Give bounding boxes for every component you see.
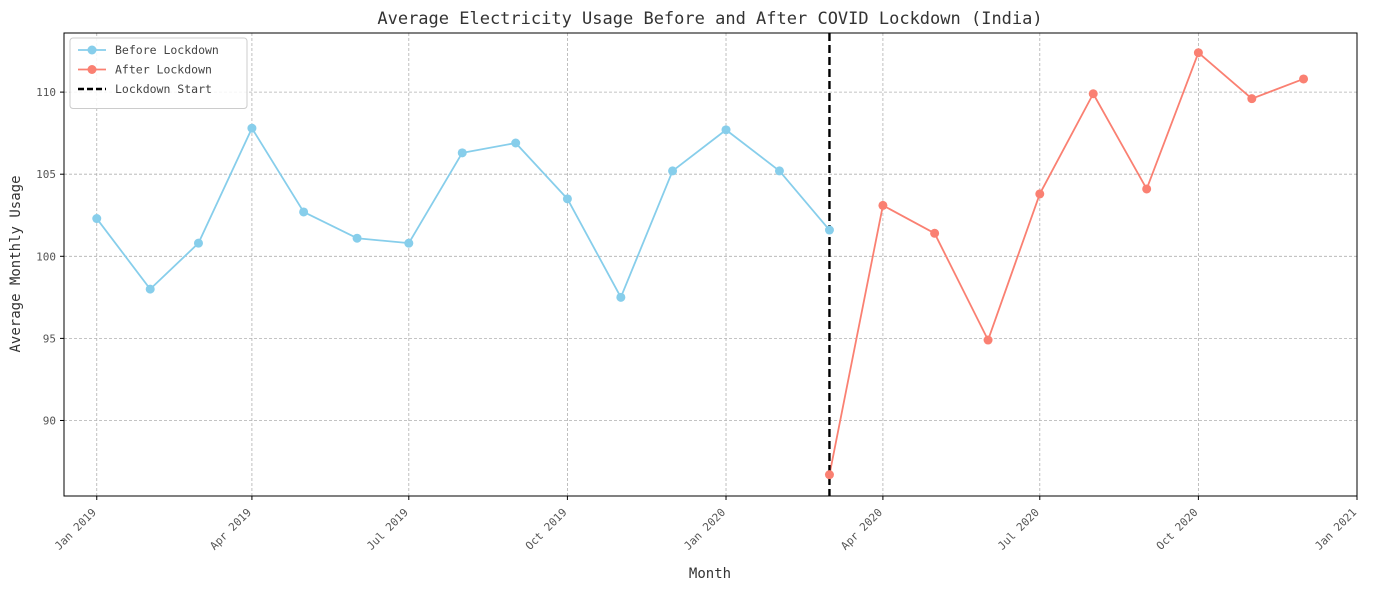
y-axis-label: Average Monthly Usage (8, 175, 24, 352)
data-point-before-lockdown (774, 166, 784, 176)
data-point-before-lockdown (562, 194, 572, 204)
legend-label-before-lockdown: Before Lockdown (115, 43, 219, 57)
y-tick-label: 95 (43, 332, 56, 345)
y-axis-ticks: 90 95 100 105 110 (36, 86, 64, 427)
legend-marker-after-lockdown (87, 65, 97, 74)
data-point-before-lockdown (404, 238, 414, 248)
data-point-after-lockdown (1142, 184, 1152, 194)
data-point-after-lockdown (824, 470, 834, 480)
y-tick-label: 110 (36, 86, 56, 99)
y-tick-label: 90 (43, 414, 56, 427)
data-point-before-lockdown (616, 292, 626, 302)
legend-label-after-lockdown: After Lockdown (115, 63, 212, 77)
data-point-before-lockdown (721, 125, 731, 135)
data-point-before-lockdown (668, 166, 678, 176)
data-point-before-lockdown (824, 225, 834, 235)
y-tick-label: 100 (36, 250, 56, 263)
chart-title: Average Electricity Usage Before and Aft… (377, 9, 1042, 29)
data-point-after-lockdown (930, 228, 940, 238)
data-point-before-lockdown (193, 238, 203, 248)
legend-label-lockdown-start: Lockdown Start (115, 82, 212, 96)
data-point-before-lockdown (299, 207, 309, 217)
data-point-after-lockdown (1247, 94, 1257, 104)
series-line-after-lockdown (828, 51, 1304, 475)
plot-frame (63, 32, 1358, 497)
data-point-before-lockdown (457, 148, 467, 158)
legend-box (69, 37, 248, 109)
data-point-after-lockdown (1193, 48, 1203, 58)
data-point-before-lockdown (92, 214, 102, 224)
data-point-before-lockdown (511, 138, 521, 148)
data-point-before-lockdown (145, 284, 155, 294)
legend-marker-before-lockdown (87, 45, 97, 55)
data-point-after-lockdown (878, 200, 888, 210)
y-tick-label: 105 (36, 168, 56, 181)
data-point-before-lockdown (352, 233, 362, 243)
data-point-after-lockdown (983, 335, 993, 345)
points-layer (92, 48, 1309, 480)
legend: Before Lockdown After Lockdown Lockdown St… (69, 37, 248, 109)
data-point-before-lockdown (247, 123, 257, 133)
data-point-after-lockdown (1299, 74, 1309, 84)
data-point-after-lockdown (1088, 89, 1098, 99)
data-point-after-lockdown (1035, 189, 1045, 199)
x-axis-label: Month (689, 566, 731, 582)
